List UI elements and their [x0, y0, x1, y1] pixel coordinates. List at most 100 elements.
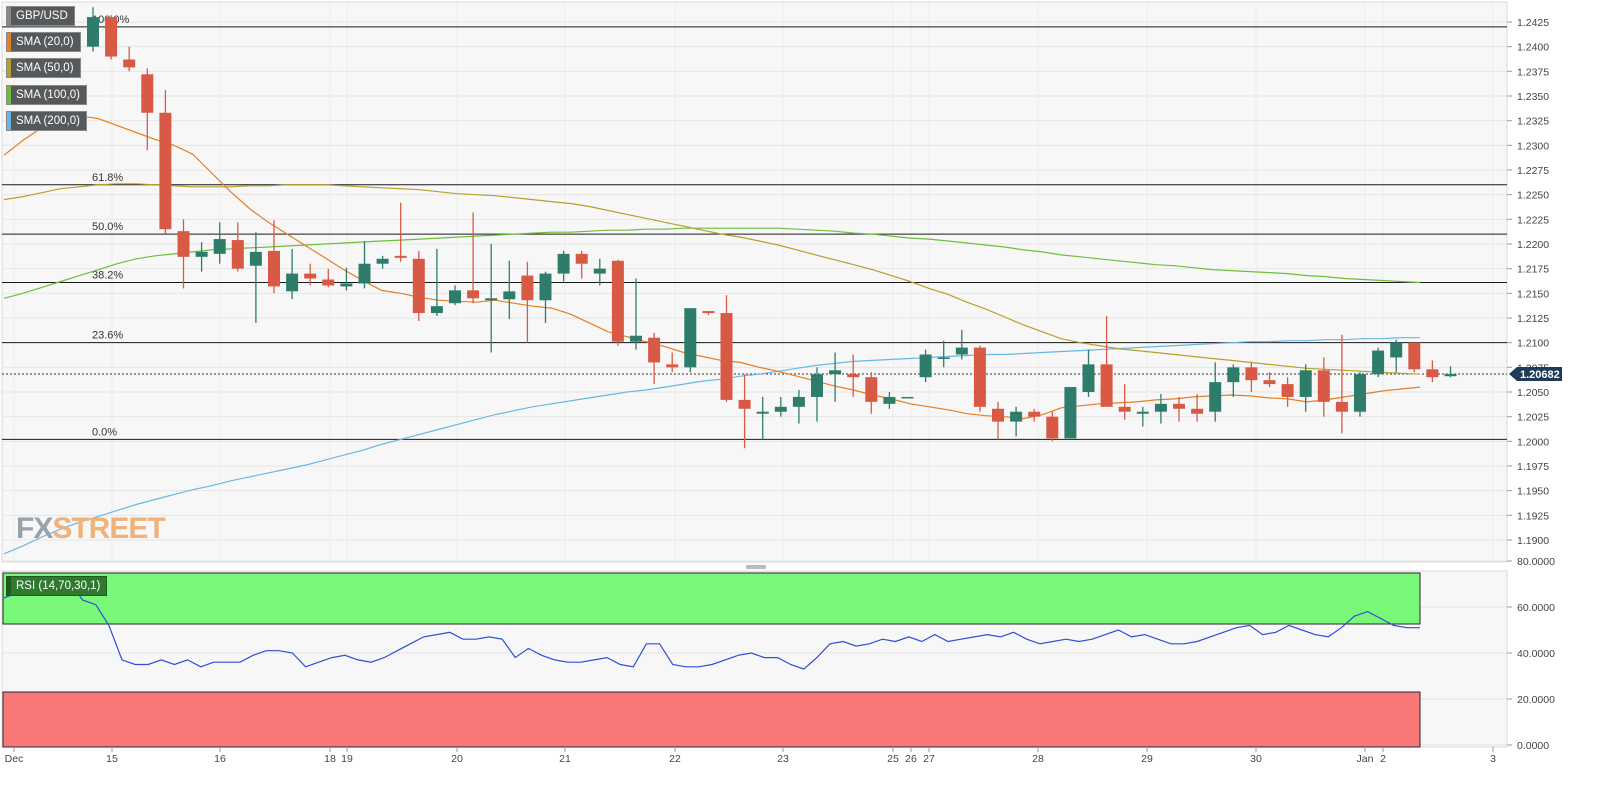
candle[interactable]: [811, 367, 823, 422]
candle[interactable]: [883, 392, 896, 409]
candle[interactable]: [611, 259, 624, 346]
legend-rsi[interactable]: RSI (14,70,30,1): [6, 576, 108, 596]
candle[interactable]: [539, 271, 552, 323]
legend-rsi-label: RSI (14,70,30,1): [16, 580, 101, 592]
candle[interactable]: [1154, 393, 1167, 424]
candle[interactable]: [412, 250, 425, 321]
candle[interactable]: [630, 278, 642, 350]
candle[interactable]: [376, 255, 389, 269]
candle[interactable]: [141, 68, 154, 151]
candle[interactable]: [1227, 364, 1240, 397]
candle[interactable]: [1354, 372, 1366, 417]
candle-body: [992, 408, 1004, 422]
candle[interactable]: [304, 263, 317, 286]
rsi-line[interactable]: [3, 580, 1420, 670]
candle[interactable]: [1028, 408, 1041, 422]
candle[interactable]: [1010, 406, 1023, 437]
candle[interactable]: [249, 232, 262, 323]
candle[interactable]: [1281, 377, 1294, 407]
candle[interactable]: [123, 46, 136, 72]
candle[interactable]: [1118, 384, 1131, 420]
rsi-overbought-zone: [2, 572, 1421, 625]
candle[interactable]: [1046, 411, 1059, 442]
candle[interactable]: [105, 15, 118, 60]
candle[interactable]: [467, 212, 480, 304]
candle-body: [1263, 380, 1276, 385]
candle[interactable]: [557, 250, 570, 282]
candle[interactable]: [901, 396, 914, 399]
sma200-line[interactable]: [3, 337, 1420, 555]
candle[interactable]: [666, 352, 679, 373]
candle[interactable]: [340, 267, 353, 291]
candle[interactable]: [485, 244, 498, 353]
candle[interactable]: [503, 260, 516, 319]
candle[interactable]: [195, 242, 208, 272]
candle[interactable]: [449, 285, 461, 306]
candle[interactable]: [1082, 349, 1095, 397]
legend-symbol[interactable]: GBP/USD: [6, 6, 75, 26]
candle[interactable]: [394, 202, 407, 262]
candle[interactable]: [1299, 364, 1312, 412]
candle[interactable]: [973, 345, 986, 412]
legend-sma200[interactable]: SMA (200,0): [6, 111, 87, 131]
candle-body: [865, 377, 878, 402]
candle-body: [412, 258, 425, 314]
candle[interactable]: [702, 311, 715, 316]
candle[interactable]: [1263, 372, 1276, 388]
pane-resize-handle[interactable]: [746, 565, 766, 569]
candle[interactable]: [992, 401, 1004, 440]
candle[interactable]: [919, 349, 932, 383]
sma50-line[interactable]: [3, 183, 1421, 375]
candle[interactable]: [268, 220, 280, 294]
candle[interactable]: [1335, 334, 1348, 434]
candle[interactable]: [1209, 362, 1222, 422]
price-tick-label: 1.2275: [1517, 165, 1549, 177]
candle[interactable]: [213, 222, 226, 264]
legend-sma50[interactable]: SMA (50,0): [6, 58, 81, 78]
price-tick-label: 1.2350: [1517, 91, 1549, 103]
candle[interactable]: [847, 354, 860, 397]
candle[interactable]: [286, 248, 299, 300]
candle[interactable]: [177, 219, 190, 289]
candle[interactable]: [1191, 393, 1204, 422]
candle-body: [901, 396, 914, 399]
candle[interactable]: [720, 295, 733, 402]
candle[interactable]: [430, 248, 443, 317]
candle[interactable]: [1426, 360, 1439, 383]
candle[interactable]: [231, 222, 244, 272]
candle[interactable]: [1390, 339, 1403, 373]
candle[interactable]: [756, 396, 769, 440]
candle[interactable]: [1173, 396, 1185, 422]
candle[interactable]: [1408, 342, 1421, 373]
candle[interactable]: [684, 308, 697, 373]
legend-sma100[interactable]: SMA (100,0): [6, 85, 87, 105]
candle[interactable]: [738, 374, 751, 449]
candle[interactable]: [1372, 347, 1385, 378]
candle[interactable]: [593, 258, 606, 286]
candle[interactable]: [358, 241, 371, 289]
legend-sma20[interactable]: SMA (20,0): [6, 32, 81, 52]
candle[interactable]: [955, 329, 968, 360]
candle[interactable]: [1064, 387, 1077, 439]
candle[interactable]: [865, 372, 878, 414]
candle-body: [1173, 403, 1185, 409]
candle[interactable]: [521, 261, 534, 343]
candle-body: [648, 337, 661, 363]
candle[interactable]: [792, 390, 805, 424]
candle[interactable]: [322, 268, 335, 288]
candle[interactable]: [1444, 366, 1457, 378]
sma20-line[interactable]: [3, 115, 1421, 420]
candle[interactable]: [575, 250, 588, 279]
candle[interactable]: [1245, 362, 1258, 392]
candle[interactable]: [648, 332, 661, 385]
candle[interactable]: [774, 396, 787, 417]
candle[interactable]: [1136, 406, 1149, 427]
candle[interactable]: [87, 7, 99, 52]
candle[interactable]: [937, 340, 950, 368]
candle[interactable]: [829, 352, 842, 402]
time-tick-label: 26: [905, 753, 917, 765]
candle[interactable]: [1100, 316, 1113, 407]
candle[interactable]: [159, 90, 172, 235]
candle[interactable]: [1317, 357, 1330, 417]
